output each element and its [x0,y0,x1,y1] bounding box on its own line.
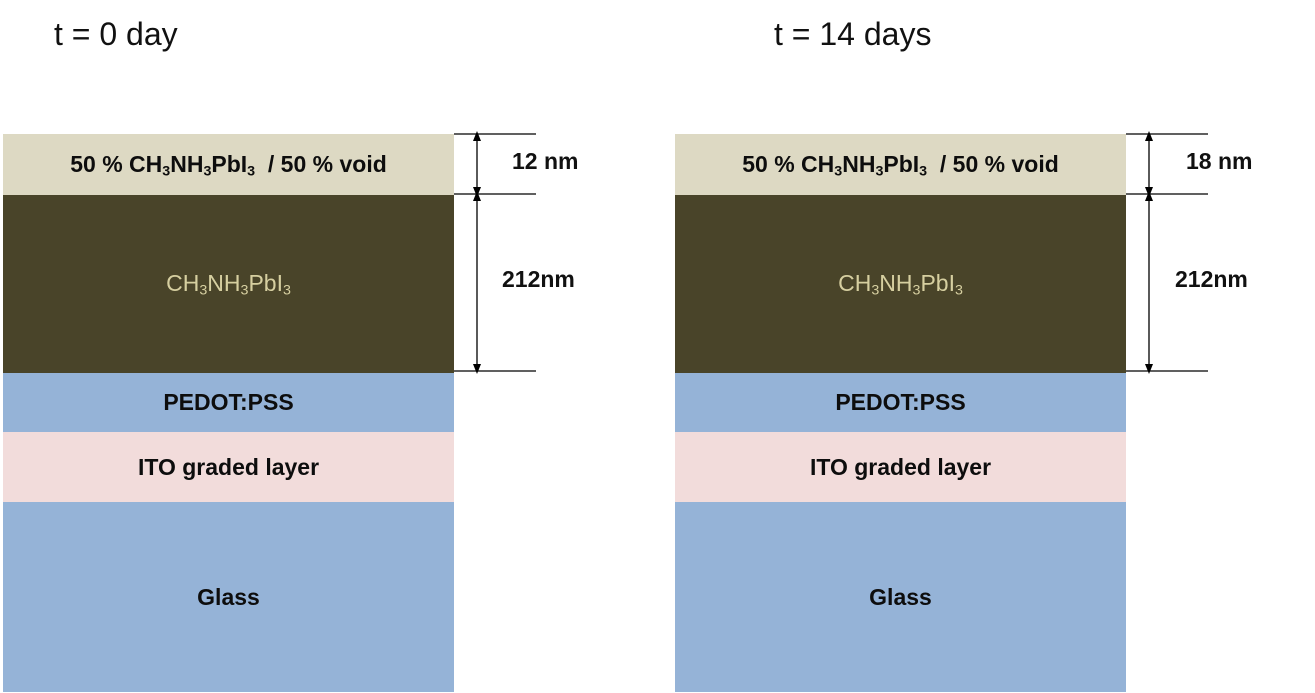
void-layer: 50 % CH3NH3PbI3 / 50 % void [3,134,454,195]
ito-layer: ITO graded layer [675,432,1126,502]
void-thickness-label: 18 nm [1186,148,1253,174]
void-thickness-label: 12 nm [512,148,579,174]
perovskite-layer-label: CH3NH3PbI3 [166,269,291,299]
void-layer-formula: CH3NH3PbI3 [801,151,928,180]
glass-layer-label: Glass [197,583,260,610]
glass-layer-label: Glass [869,583,932,610]
perovskite-thickness-label: 212nm [502,266,575,292]
void-layer-prefix: 50 % [70,151,130,177]
perovskite-layer-label: CH3NH3PbI3 [838,269,963,299]
pedot-layer: PEDOT:PSS [675,373,1126,432]
dimension-lines [1126,131,1208,374]
panel-t0: t = 0 day 50 % CH3NH3PbI3 / 50 % void CH… [0,0,620,693]
panel-title: t = 0 day [54,16,178,52]
void-layer-formula: CH3NH3PbI3 [129,151,256,180]
ito-layer-label: ITO graded layer [809,453,992,480]
pedot-layer-label: PEDOT:PSS [163,389,294,415]
perovskite-thickness-label: 212nm [1175,266,1248,292]
void-layer: 50 % CH3NH3PbI3 / 50 % void [675,134,1126,195]
pedot-layer-label: PEDOT:PSS [835,389,966,415]
dimension-lines [454,131,536,374]
void-layer-suffix: / 50 % void [927,151,1059,177]
panel-title: t = 14 days [774,16,932,52]
layer-stack: 50 % CH3NH3PbI3 / 50 % void CH3NH3PbI3 P… [3,134,454,692]
layer-stack: 50 % CH3NH3PbI3 / 50 % void CH3NH3PbI3 P… [675,134,1126,692]
glass-layer: Glass [675,502,1126,692]
void-layer-suffix: / 50 % void [255,151,387,177]
ito-layer: ITO graded layer [3,432,454,502]
glass-layer: Glass [3,502,454,692]
panel-t14: t = 14 days 50 % CH3NH3PbI3 / 50 % void … [672,0,1292,693]
ito-layer-label: ITO graded layer [137,453,320,480]
pedot-layer: PEDOT:PSS [3,373,454,432]
perovskite-layer: CH3NH3PbI3 [675,195,1126,373]
perovskite-layer: CH3NH3PbI3 [3,195,454,373]
void-layer-prefix: 50 % [742,151,802,177]
